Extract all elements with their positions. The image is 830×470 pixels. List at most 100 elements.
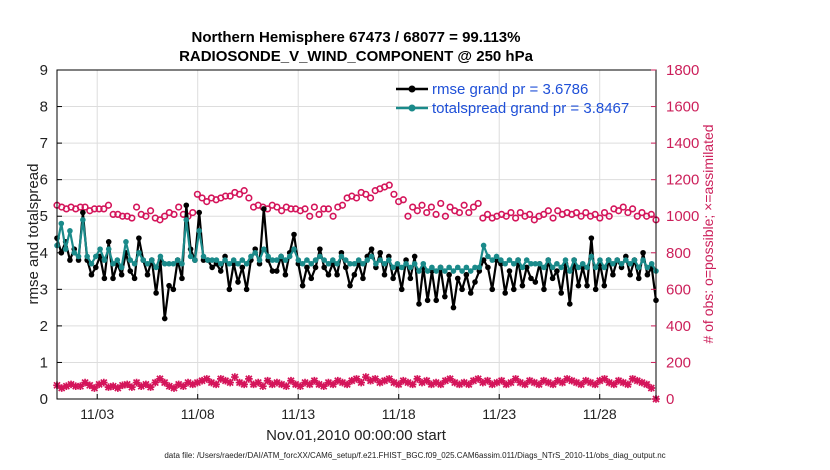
obs-possible-point [441, 212, 450, 220]
totalspread-point [351, 260, 358, 267]
totalspread-point [92, 253, 99, 260]
obs-assimilated-point [226, 378, 234, 387]
obs-assimilated-point [198, 376, 206, 385]
obs-assimilated-point [567, 376, 576, 385]
obs-assimilated-point [586, 378, 595, 387]
totalspread-point [567, 268, 573, 274]
totalspread-point [403, 260, 409, 267]
rmse-point [196, 209, 203, 216]
obs-assimilated-point [245, 375, 253, 383]
obs-possible-point [320, 205, 328, 213]
rmse-point [170, 286, 177, 293]
obs-assimilated-point [315, 380, 323, 389]
rmse-point [226, 286, 233, 293]
obs-possible-point [221, 192, 230, 200]
obs-assimilated-point [62, 382, 71, 391]
grid [57, 70, 656, 399]
totalspread-point [80, 217, 86, 223]
x-axis-ticks: 11/03 11/08 11/13 11/18 11/23 11/28 [80, 394, 617, 422]
totalspread-point [618, 260, 625, 267]
obs-assimilated-point [390, 378, 398, 387]
obs-assimilated-point [273, 378, 281, 387]
obs-assimilated-point [441, 376, 450, 385]
rmse-point [110, 275, 116, 282]
rmse-point [239, 264, 246, 271]
right-tick-label: 1600 [666, 99, 699, 116]
obs-assimilated-point [231, 373, 239, 381]
totalspread-point [312, 257, 319, 263]
obs-assimilated-point [371, 375, 380, 383]
totalspread-point [261, 246, 267, 252]
totalspread-point [610, 260, 616, 267]
obs-assimilated-point [338, 378, 347, 387]
rmse-point [554, 268, 560, 274]
rmse-point [261, 206, 267, 212]
rmse-point [489, 286, 496, 293]
obs-possible-point [399, 196, 407, 204]
totalspread-point [429, 264, 435, 271]
totalspread-point [140, 257, 146, 263]
totalspread-point [299, 260, 306, 267]
obs-possible-point [404, 212, 412, 220]
series-obs-possible [53, 181, 660, 224]
obs-possible-point [306, 212, 314, 220]
obs-possible-point [455, 208, 464, 217]
obs-assimilated-point [57, 384, 66, 392]
rmse-point [88, 271, 95, 278]
totalspread-point [592, 264, 599, 271]
obs-assimilated-point [380, 376, 389, 385]
obs-possible-point [76, 203, 84, 211]
totalspread-point [377, 257, 384, 263]
obs-assimilated-point [577, 380, 585, 389]
obs-assimilated-point [563, 375, 571, 383]
totalspread-point [558, 264, 564, 271]
obs-possible-point [460, 201, 468, 209]
obs-assimilated-point [362, 373, 370, 381]
totalspread-point [467, 268, 474, 274]
obs-assimilated-point [165, 382, 174, 391]
rmse-point [588, 235, 595, 241]
obs-assimilated-point [558, 378, 567, 387]
rmse-point [601, 282, 608, 289]
x-tick-label: 11/18 [382, 406, 416, 422]
right-tick-label: 200 [666, 354, 691, 371]
rmse-point [584, 282, 590, 289]
obs-assimilated-point [507, 378, 515, 387]
obs-assimilated-point [348, 376, 356, 385]
rmse-point [485, 264, 491, 271]
rmse-point [519, 282, 526, 289]
plot-frame [56, 69, 657, 400]
obs-assimilated-point [549, 380, 557, 389]
obs-assimilated-point [516, 378, 525, 387]
rmse-point [390, 275, 396, 282]
obs-possible-point [118, 212, 127, 220]
obs-possible-point [362, 190, 370, 198]
rmse-point [411, 253, 418, 260]
obs-assimilated-point [394, 380, 403, 389]
rmse-point [325, 271, 332, 278]
totalspread-point [58, 220, 65, 227]
rmse-point [510, 286, 517, 293]
totalspread-point [269, 257, 276, 263]
totalspread-point [411, 260, 418, 267]
totalspread-point [334, 260, 340, 267]
obs-assimilated-point [413, 375, 422, 383]
obs-assimilated-point [235, 378, 244, 387]
obs-assimilated-point [399, 376, 408, 385]
obs-assimilated-point [240, 380, 248, 389]
totalspread-point [506, 257, 513, 263]
rmse-point [235, 279, 241, 285]
totalspread-point [489, 257, 496, 263]
obs-possible-point [633, 212, 641, 220]
right-axis-label: # of obs: o=possible; ×=assimilated [700, 124, 716, 343]
obs-possible-point [142, 212, 150, 220]
rmse-point [463, 271, 470, 278]
obs-assimilated-point [352, 375, 361, 383]
obs-assimilated-point [343, 380, 351, 389]
rmse-point [398, 286, 405, 293]
rmse-point [472, 279, 478, 285]
totalspread-point [493, 253, 500, 260]
obs-possible-point [647, 210, 655, 218]
totalspread-point [67, 228, 73, 234]
left-tick-label: 1 [40, 354, 48, 371]
